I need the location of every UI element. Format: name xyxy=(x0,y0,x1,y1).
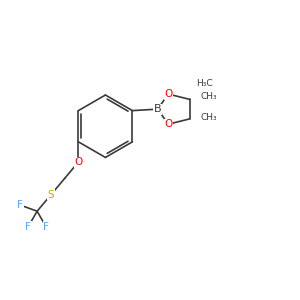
Text: CH₃: CH₃ xyxy=(200,113,217,122)
Text: O: O xyxy=(164,119,172,129)
Text: F: F xyxy=(43,222,49,232)
Text: O: O xyxy=(74,157,83,167)
Text: F: F xyxy=(25,222,31,232)
Text: CH₃: CH₃ xyxy=(200,92,217,101)
Text: B: B xyxy=(154,104,161,114)
Text: S: S xyxy=(48,190,54,200)
Text: O: O xyxy=(164,89,172,99)
Text: F: F xyxy=(17,200,23,210)
Text: H₃C: H₃C xyxy=(196,80,213,88)
